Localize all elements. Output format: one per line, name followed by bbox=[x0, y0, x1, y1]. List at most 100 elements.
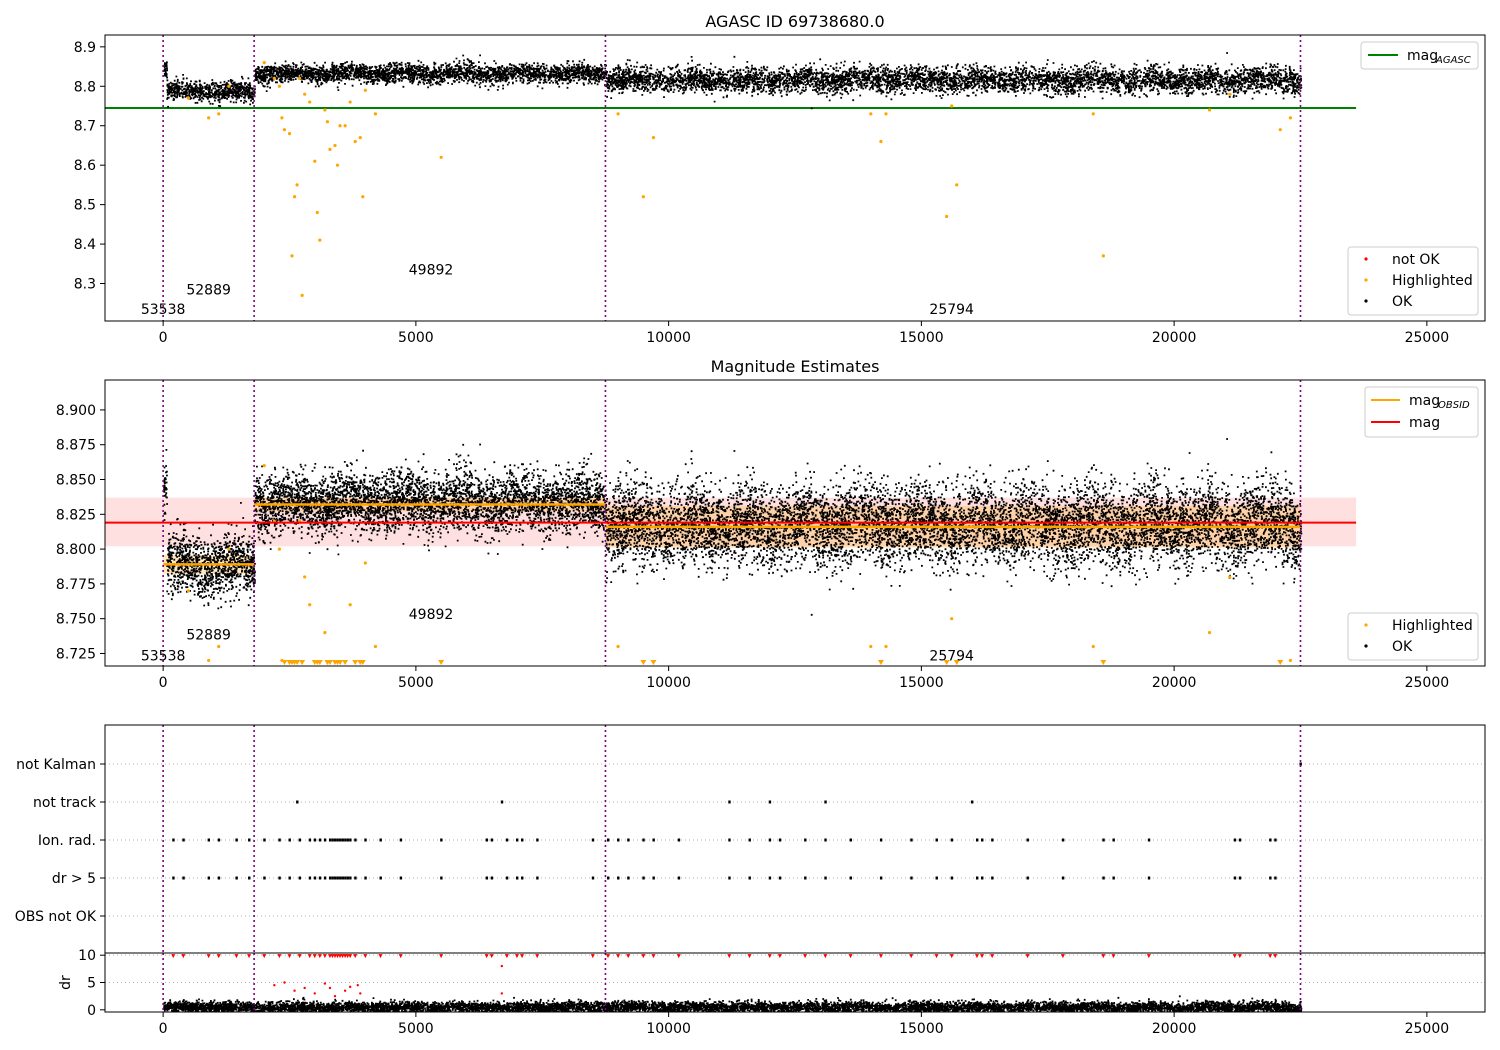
flag-event bbox=[1238, 838, 1242, 842]
clipped-marker bbox=[439, 954, 444, 959]
clipped-marker bbox=[378, 954, 383, 959]
clipped-marker bbox=[641, 954, 646, 959]
flag-event bbox=[591, 838, 595, 842]
ok-points bbox=[163, 995, 1303, 1012]
not-ok-point bbox=[273, 984, 276, 987]
clipped-marker bbox=[651, 954, 656, 959]
y-tick-label: 8.875 bbox=[56, 438, 96, 454]
legend-label-sub: AGASC bbox=[1435, 55, 1471, 66]
clipped-marker bbox=[348, 954, 353, 959]
flag-event bbox=[1269, 838, 1272, 842]
highlighted-clipped-marker bbox=[337, 660, 344, 665]
highlighted-point bbox=[313, 159, 317, 163]
flag-event bbox=[313, 838, 317, 842]
clipped-marker bbox=[216, 954, 221, 959]
flag-event bbox=[591, 876, 595, 880]
x-tick-label: 20000 bbox=[1152, 675, 1197, 691]
obsid-annotation: 49892 bbox=[409, 263, 454, 279]
highlighted-clipped-marker bbox=[316, 660, 323, 665]
highlighted-point bbox=[950, 617, 954, 621]
highlighted-point bbox=[955, 183, 959, 187]
clipped-marker bbox=[398, 954, 403, 959]
highlighted-point bbox=[945, 214, 949, 219]
y-tick-label: 8.900 bbox=[56, 403, 96, 419]
highlighted-point bbox=[308, 100, 312, 104]
clipped-marker bbox=[277, 954, 282, 959]
flag-event bbox=[606, 838, 610, 842]
flag-event bbox=[778, 838, 782, 842]
flag-event bbox=[981, 838, 984, 842]
clipped-marker bbox=[1268, 954, 1273, 959]
flag-event bbox=[768, 838, 772, 842]
clipped-marker bbox=[848, 954, 853, 959]
x-tick-label: 10000 bbox=[646, 1021, 691, 1037]
not-ok-point bbox=[356, 984, 359, 987]
flag-event bbox=[217, 838, 221, 842]
y-tick-label: 8.725 bbox=[56, 646, 96, 662]
highlighted-point bbox=[363, 561, 367, 565]
flag-event bbox=[341, 838, 344, 842]
legend-label-sub: OBSID bbox=[1438, 400, 1470, 411]
y-tick-label: 8.825 bbox=[56, 507, 96, 523]
flag-event bbox=[849, 838, 853, 842]
y-tick-label: 0 bbox=[87, 1003, 96, 1019]
clipped-marker bbox=[322, 954, 327, 959]
flag-event bbox=[617, 838, 620, 842]
flag-event bbox=[278, 838, 281, 842]
flag-event bbox=[677, 838, 681, 842]
highlighted-point bbox=[1207, 630, 1212, 635]
y-tick-label: 8.8 bbox=[74, 79, 96, 95]
flag-event bbox=[642, 838, 645, 842]
flag-event bbox=[288, 876, 291, 880]
highlighted-point bbox=[373, 644, 378, 649]
clipped-marker bbox=[990, 954, 995, 959]
flag-event bbox=[1233, 838, 1237, 842]
highlighted-point bbox=[300, 293, 304, 297]
flag-event bbox=[910, 876, 913, 880]
clipped-marker bbox=[262, 954, 267, 959]
flag-event bbox=[235, 876, 238, 880]
highlighted-point bbox=[884, 112, 888, 116]
legend-box bbox=[1347, 612, 1479, 661]
flag-event bbox=[344, 876, 347, 880]
y-tick-label: 8.750 bbox=[56, 612, 96, 628]
obsid-annotation: 52889 bbox=[186, 282, 231, 298]
highlighted-point bbox=[318, 238, 322, 242]
obsid-annotation: 25794 bbox=[929, 302, 974, 318]
flag-event bbox=[339, 838, 342, 842]
flag-event bbox=[515, 838, 519, 842]
flag-event bbox=[849, 876, 853, 880]
highlighted-clipped-marker bbox=[299, 660, 306, 665]
flag-event bbox=[328, 838, 332, 842]
highlighted-point bbox=[348, 100, 352, 104]
highlighted-point bbox=[361, 195, 365, 199]
flag-event bbox=[440, 838, 443, 842]
highlighted-point bbox=[439, 155, 443, 159]
highlighted-clipped-marker bbox=[352, 660, 359, 665]
highlighted-point bbox=[1228, 575, 1232, 579]
clipped-marker bbox=[338, 954, 343, 959]
flag-event bbox=[824, 800, 827, 804]
flag-event bbox=[207, 876, 211, 880]
axes-frame bbox=[104, 379, 1486, 667]
clipped-marker bbox=[949, 954, 954, 959]
highlighted-point bbox=[227, 84, 231, 88]
flag-event bbox=[768, 876, 772, 880]
x-tick-label: 5000 bbox=[398, 675, 434, 691]
clipped-marker bbox=[1111, 954, 1116, 959]
highlighted-point bbox=[323, 108, 327, 112]
flag-event bbox=[336, 838, 339, 842]
highlighted-point bbox=[1288, 116, 1292, 120]
clipped-marker bbox=[181, 954, 186, 959]
flag-event bbox=[1147, 838, 1151, 842]
flag-event bbox=[748, 838, 751, 842]
clipped-marker bbox=[504, 954, 509, 959]
y-tick-label: 8.4 bbox=[74, 237, 96, 253]
clipped-marker bbox=[206, 954, 211, 959]
not-ok-point bbox=[333, 994, 337, 998]
legend-marker bbox=[1364, 644, 1368, 648]
x-tick-label: 5000 bbox=[398, 1021, 434, 1037]
